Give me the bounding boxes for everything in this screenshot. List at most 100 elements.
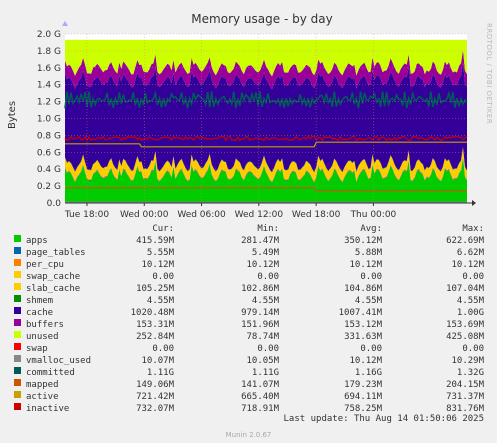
legend-avg: 350.12M (344, 236, 382, 246)
legend-max: 107.04M (446, 284, 484, 294)
legend-row-buffers: buffers 153.31M 151.96M 153.12M 153.69M (0, 319, 497, 331)
x-tick-label: Wed 18:00 (292, 210, 341, 220)
legend-swatch (14, 271, 21, 278)
legend-name: swap_cache (26, 272, 81, 282)
x-tick-label: Wed 06:00 (177, 210, 226, 220)
legend-min: 141.07M (241, 380, 279, 390)
legend-row-apps: apps 415.59M 281.47M 350.12M 622.69M (0, 235, 497, 247)
y-tick-label: 0.2 G (37, 182, 61, 192)
grid (65, 33, 467, 203)
legend-max: 10.29M (451, 356, 484, 366)
legend-name: vmalloc_used (26, 356, 92, 366)
x-axis-arrow (472, 200, 476, 206)
legend-row-mapped: mapped 149.06M 141.07M 179.23M 204.15M (0, 379, 497, 391)
legend-min: 0.00 (257, 272, 279, 282)
legend-name: per_cpu (26, 260, 64, 270)
x-tick-label: Thu 00:00 (350, 210, 397, 220)
legend-max: 0.00 (462, 272, 484, 282)
legend-row-per-cpu: per_cpu 10.12M 10.12M 10.12M 10.12M (0, 259, 497, 271)
area-slab-cache (65, 147, 467, 182)
legend-name: active (26, 392, 59, 402)
y-tick-label: 2.0 G (37, 30, 61, 40)
legend-avg: 153.12M (344, 320, 382, 330)
legend-swatch (14, 403, 21, 410)
legend-avg: 694.11M (344, 392, 382, 402)
legend-max: 1.00G (456, 308, 484, 318)
legend-name: cache (26, 308, 54, 318)
legend-avg: 0.00 (360, 344, 382, 354)
legend-cur: 0.00 (152, 272, 174, 282)
y-tick-label: 0.8 G (37, 131, 61, 141)
line-mapped (65, 187, 467, 192)
legend-name: slab_cache (26, 284, 81, 294)
header-min: Min: (257, 224, 279, 234)
legend-row-swap-cache: swap_cache 0.00 0.00 0.00 0.00 (0, 271, 497, 283)
legend-min: 665.40M (241, 392, 279, 402)
legend-min: 151.96M (241, 320, 279, 330)
legend-max: 831.76M (446, 404, 484, 414)
legend-swatch (14, 319, 21, 326)
legend-avg: 179.23M (344, 380, 382, 390)
legend-min: 979.14M (241, 308, 279, 318)
legend-swatch (14, 283, 21, 290)
legend-min: 102.86M (241, 284, 279, 294)
y-tick-label: 1.0 G (37, 115, 61, 125)
legend-row-page-tables: page_tables 5.55M 5.49M 5.88M 6.62M (0, 247, 497, 259)
header-max: Max: (462, 224, 484, 234)
y-tick-label: 0.0 (47, 199, 62, 209)
x-tick-label: Tue 18:00 (64, 210, 109, 220)
area-buffers (65, 49, 467, 90)
legend-max: 425.08M (446, 332, 484, 342)
line-inactive (64, 135, 468, 142)
legend-row-slab-cache: slab_cache 105.25M 102.86M 104.86M 107.04M (0, 283, 497, 295)
legend-min: 4.55M (251, 296, 279, 306)
legend-name: apps (26, 236, 48, 246)
legend-cur: 10.12M (141, 260, 174, 270)
rrdtool-credit: RRDTOOL / TOBI OETIKER (485, 23, 493, 124)
munin-version: Munin 2.0.67 (225, 431, 272, 439)
legend-avg: 0.00 (360, 272, 382, 282)
legend-min: 281.47M (241, 236, 279, 246)
legend-name: committed (26, 368, 75, 378)
legend-row-committed: committed 1.11G 1.11G 1.16G 1.32G (0, 367, 497, 379)
legend-cur: 4.55M (146, 296, 174, 306)
legend-max: 6.62M (456, 248, 484, 258)
legend-max: 731.37M (446, 392, 484, 402)
legend-cur: 5.55M (146, 248, 174, 258)
area-cache (65, 62, 467, 173)
x-tick-label: Wed 00:00 (120, 210, 169, 220)
y-tick-label: 0.4 G (37, 165, 61, 175)
legend-cur: 10.07M (141, 356, 174, 366)
legend-max: 4.55M (456, 296, 484, 306)
overlay-lines (64, 90, 468, 203)
legend-row-shmem: shmem 4.55M 4.55M 4.55M 4.55M (0, 295, 497, 307)
line-committed (64, 90, 468, 109)
legend-min: 10.12M (246, 260, 279, 270)
legend-cur: 732.07M (136, 404, 174, 414)
stacked-areas (65, 39, 467, 203)
legend-row-unused: unused 252.84M 78.74M 331.63M 425.08M (0, 331, 497, 343)
legend-cur: 153.31M (136, 320, 174, 330)
area-apps (65, 157, 467, 203)
legend-cur: 105.25M (136, 284, 174, 294)
legend-name: page_tables (26, 248, 86, 258)
legend-name: shmem (26, 296, 54, 306)
legend-cur: 1.11G (146, 368, 174, 378)
legend-rows: apps 415.59M 281.47M 350.12M 622.69M page_tab… (0, 235, 497, 415)
legend-swatch (14, 235, 21, 242)
legend-name: inactive (26, 404, 70, 414)
legend-swatch (14, 331, 21, 338)
legend-row-vmalloc-used: vmalloc_used 10.07M 10.05M 10.12M 10.29M (0, 355, 497, 367)
header-avg: Avg: (360, 224, 382, 234)
legend-avg: 1.16G (354, 368, 382, 378)
memory-chart: Memory usage - by day Bytes RRDTOOL / TO… (7, 12, 493, 220)
legend-cur: 149.06M (136, 380, 174, 390)
legend-min: 0.00 (257, 344, 279, 354)
y-tick-label: 1.2 G (37, 98, 61, 108)
y-tick-label: 0.6 G (37, 148, 61, 158)
y-tick-label: 1.6 G (37, 64, 61, 74)
legend-min: 78.74M (246, 332, 279, 342)
legend-swatch (14, 355, 21, 362)
legend-name: unused (26, 332, 59, 342)
legend-swatch (14, 295, 21, 302)
